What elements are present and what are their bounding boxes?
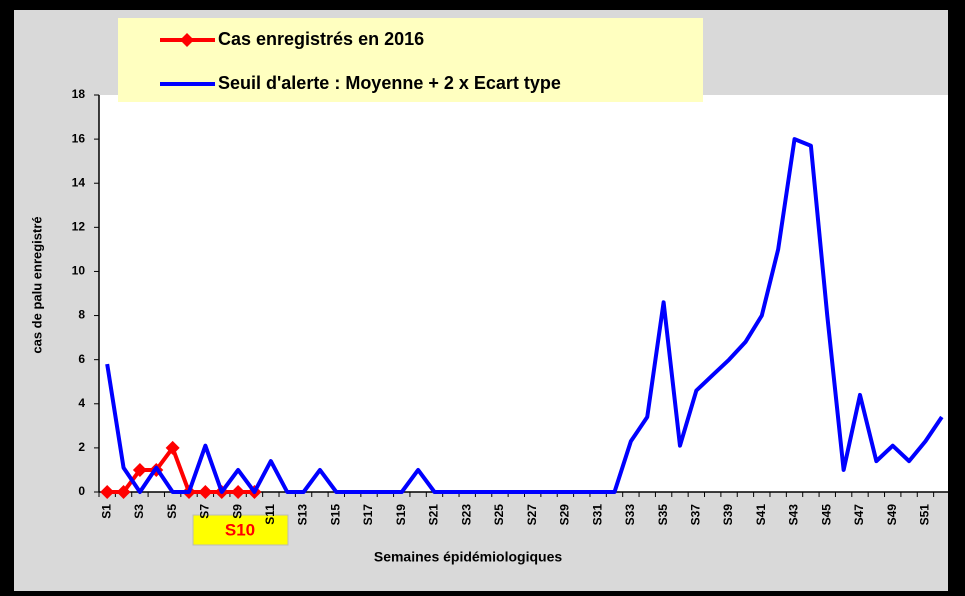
plot-area — [99, 95, 948, 492]
y-tick-label: 6 — [78, 352, 85, 366]
x-tick-label: S25 — [492, 504, 506, 526]
marker — [231, 485, 246, 499]
y-tick-label: 12 — [72, 220, 86, 234]
x-tick-label: S23 — [459, 504, 473, 526]
x-tick-label: S9 — [230, 504, 244, 519]
x-tick-label: S27 — [525, 504, 539, 526]
marker — [132, 462, 147, 477]
legend-box — [118, 18, 703, 102]
x-tick-label: S5 — [165, 504, 179, 519]
y-tick-label: 18 — [72, 87, 86, 101]
y-axis-title: cas de palu enregistré — [29, 216, 44, 353]
legend-label: Seuil d'alerte : Moyenne + 2 x Ecart typ… — [218, 73, 561, 93]
x-tick-label: S15 — [328, 504, 342, 526]
marker — [198, 485, 213, 499]
legend-marker — [180, 33, 194, 47]
annotation: S10 — [225, 520, 255, 539]
legend-label: Cas enregistrés en 2016 — [218, 29, 424, 49]
x-tick-label: S29 — [558, 504, 572, 526]
x-tick-label: S1 — [99, 504, 113, 519]
x-tick-label: S17 — [361, 504, 375, 526]
x-tick-label: S35 — [656, 504, 670, 526]
y-tick-label: 16 — [72, 131, 86, 145]
x-tick-label: S39 — [721, 504, 735, 526]
y-tick-label: 10 — [72, 264, 86, 278]
y-tick-label: 8 — [78, 308, 85, 322]
x-tick-label: S45 — [819, 504, 833, 526]
x-axis-title: Semaines épidémiologiques — [374, 549, 562, 565]
x-tick-label: S43 — [787, 504, 801, 526]
x-tick-label: S37 — [689, 504, 703, 526]
y-tick-label: 0 — [78, 484, 85, 498]
x-tick-label: S11 — [263, 504, 277, 525]
x-tick-label: S13 — [296, 504, 310, 526]
y-tick-label: 2 — [78, 440, 85, 454]
x-tick-label: S47 — [852, 504, 866, 526]
x-tick-label: S31 — [590, 504, 604, 526]
series-line — [105, 137, 944, 494]
annotation-box — [192, 514, 289, 546]
x-tick-label: S21 — [427, 504, 441, 526]
x-tick-label: S33 — [623, 504, 637, 526]
marker — [116, 485, 131, 499]
x-tick-label: S41 — [754, 504, 768, 526]
x-tick-label: S49 — [885, 504, 899, 526]
y-tick-label: 14 — [72, 175, 86, 189]
x-tick-label: S51 — [918, 504, 932, 526]
x-tick-label: S3 — [132, 504, 146, 519]
marker — [100, 485, 115, 499]
marker — [165, 440, 180, 455]
x-tick-label: S7 — [198, 504, 212, 519]
y-tick-label: 4 — [78, 396, 85, 410]
x-tick-label: S19 — [394, 504, 408, 526]
